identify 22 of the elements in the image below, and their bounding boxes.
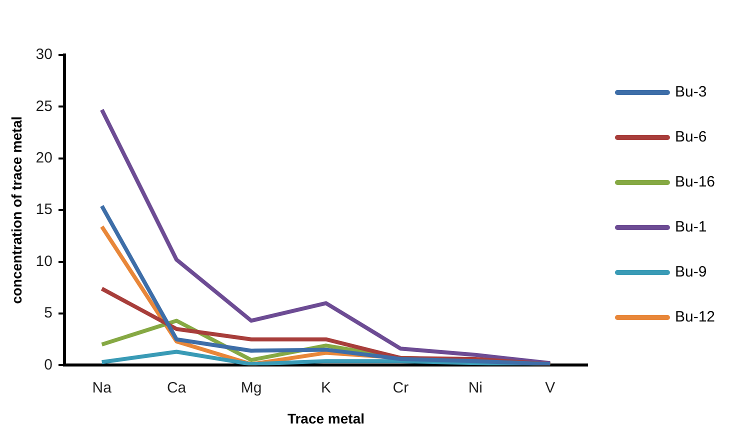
y-tick-label: 20	[36, 150, 52, 167]
x-tick-label: Ni	[468, 379, 482, 396]
y-tick-label: 30	[36, 46, 52, 64]
x-axis-title: Trace metal	[287, 410, 365, 426]
legend-label: Bu-1	[674, 218, 707, 236]
x-tick-label: Mg	[240, 379, 262, 396]
legend-label: Bu-6	[674, 128, 707, 146]
x-tick-label: Cr	[392, 379, 409, 396]
legend-label: Bu-9	[674, 264, 707, 281]
x-tick-label: Na	[92, 379, 112, 396]
y-axis-title: concentration of trace metal	[8, 116, 24, 304]
y-tick-label: 0	[44, 356, 52, 374]
y-tick-label: 10	[36, 252, 52, 270]
y-tick-label: 5	[44, 304, 52, 322]
x-tick-label: K	[320, 379, 331, 396]
legend-label: Bu-3	[674, 84, 707, 101]
y-tick-label: 15	[36, 201, 52, 218]
x-tick-label: Ca	[166, 379, 187, 396]
legend-label: Bu-16	[674, 174, 716, 191]
x-tick-label: V	[545, 379, 556, 396]
legend-label: Bu-12	[674, 308, 716, 326]
y-tick-label: 25	[36, 98, 52, 115]
